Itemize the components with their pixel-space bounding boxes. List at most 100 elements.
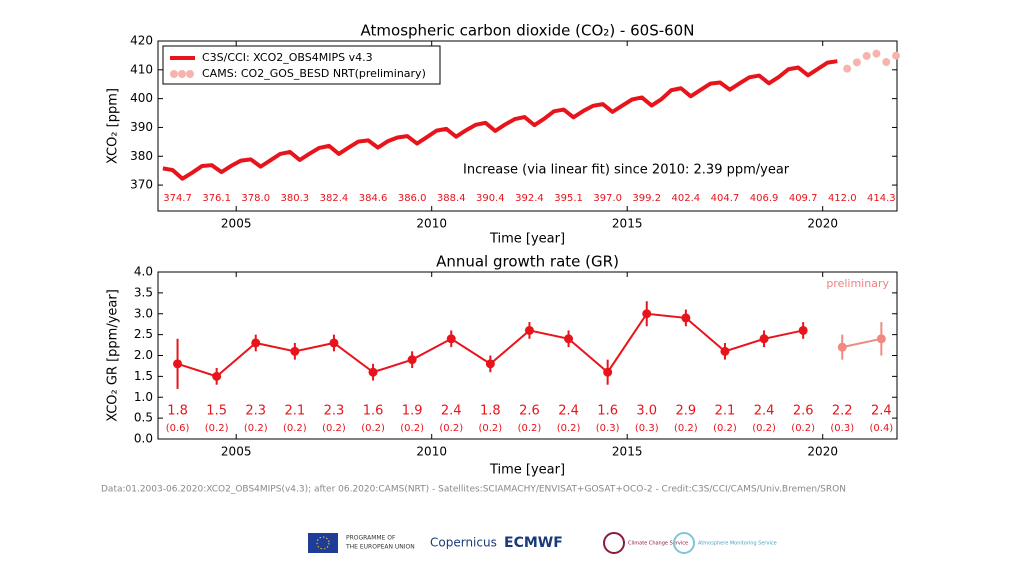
value-label: 2.1: [285, 404, 306, 419]
error-label: (0.2): [283, 423, 307, 434]
annual-mean-label: 390.4: [476, 193, 505, 204]
annual-mean-label: 382.4: [320, 193, 349, 204]
value-label: 2.4: [441, 404, 462, 419]
data-point: [290, 346, 300, 356]
data-point: [603, 367, 613, 377]
value-label: 1.8: [167, 404, 188, 419]
annual-mean-label: 380.3: [281, 193, 310, 204]
data-point: [837, 342, 847, 352]
annual-mean-label: 397.0: [593, 193, 622, 204]
value-label: 2.4: [754, 404, 775, 419]
data-point: [843, 64, 852, 73]
error-label: (0.3): [635, 423, 659, 434]
error-label: (0.2): [400, 423, 424, 434]
data-point: [446, 334, 456, 344]
data-point: [329, 338, 339, 348]
error-label: (0.6): [166, 423, 190, 434]
value-label: 2.3: [324, 404, 345, 419]
data-line: [842, 337, 882, 349]
error-label: (0.2): [791, 423, 815, 434]
value-label: 2.2: [832, 404, 853, 419]
data-point: [852, 58, 861, 67]
legend-label: CAMS: CO2_GOS_BESD NRT(preliminary): [202, 67, 426, 80]
annual-mean-label: 399.2: [632, 193, 661, 204]
annual-mean-label: 376.1: [202, 193, 231, 204]
annual-mean-label: 392.4: [515, 193, 544, 204]
logo-text: Atmosphere Monitoring Service: [698, 541, 777, 547]
y-axis-label: XCO₂ [ppm]: [106, 88, 121, 164]
error-label: (0.2): [322, 423, 346, 434]
value-label: 2.9: [676, 404, 697, 419]
annual-mean-label: 409.7: [789, 193, 818, 204]
logo-text: PROGRAMME OF: [346, 535, 396, 542]
chart-title: Atmospheric carbon dioxide (CO₂) - 60S-6…: [361, 22, 695, 40]
legend-swatch: [170, 70, 178, 78]
data-point: [251, 338, 261, 348]
value-label: 2.3: [245, 404, 266, 419]
error-label: (0.2): [205, 423, 229, 434]
y-tick-label: 420: [130, 34, 153, 48]
logo-text: THE EUROPEAN UNION: [345, 544, 415, 551]
annual-mean-label: 374.7: [163, 193, 192, 204]
y-tick-label: 1.5: [134, 369, 153, 383]
plot-frame: [157, 40, 898, 212]
annotation: preliminary: [826, 277, 889, 290]
error-label: (0.2): [713, 423, 737, 434]
logo-text: Copernicus: [430, 536, 497, 550]
y-tick-label: 1.0: [134, 390, 153, 404]
x-tick-label: 2010: [416, 445, 447, 459]
annual-mean-label: 412.0: [828, 193, 857, 204]
error-label: (0.2): [439, 423, 463, 434]
data-point: [173, 359, 183, 369]
data-point: [642, 309, 652, 319]
annual-mean-label: 378.0: [241, 193, 270, 204]
data-point: [798, 325, 808, 335]
x-axis-label: Time [year]: [489, 232, 565, 247]
value-label: 2.1: [715, 404, 736, 419]
y-tick-label: 380: [130, 149, 153, 163]
x-axis-label: Time [year]: [489, 463, 565, 478]
error-label: (0.2): [518, 423, 542, 434]
annual-mean-label: 404.7: [711, 193, 740, 204]
error-label: (0.2): [557, 423, 581, 434]
legend: C3S/CCI: XCO2_OBS4MIPS v4.3 CAMS: CO2_GOS…: [162, 45, 441, 85]
data-point: [720, 346, 730, 356]
logo-text: ECMWF: [504, 535, 563, 551]
value-label: 2.4: [871, 404, 892, 419]
x-tick-label: 2015: [612, 445, 643, 459]
data-point: [524, 325, 534, 335]
error-label: (0.2): [752, 423, 776, 434]
annual-mean-label: 384.6: [359, 193, 388, 204]
y-tick-label: 2.0: [134, 348, 153, 362]
annual-mean-label: 388.4: [437, 193, 466, 204]
error-label: (0.3): [830, 423, 854, 434]
logos: PROGRAMME OF THE EUROPEAN UNION Copernic…: [308, 532, 777, 554]
data-point: [212, 371, 222, 381]
value-label: 1.6: [597, 404, 618, 419]
x-tick-label: 2020: [807, 217, 838, 231]
annotation: Increase (via linear fit) since 2010: 2.…: [463, 163, 790, 178]
value-label: 2.6: [793, 404, 814, 419]
legend-swatch: [186, 70, 194, 78]
y-axis-label: XCO₂ GR [ppm/year]: [106, 289, 121, 422]
y-tick-label: 2.5: [134, 327, 153, 341]
value-label: 2.6: [519, 404, 540, 419]
c3s-icon: [603, 532, 625, 554]
annual-mean-label: 414.3: [867, 193, 896, 204]
annual-mean-label: 406.9: [750, 193, 779, 204]
error-label: (0.2): [478, 423, 502, 434]
y-tick-label: 0.5: [134, 411, 153, 425]
y-tick-label: 390: [130, 120, 153, 134]
data-point: [882, 58, 891, 67]
legend-swatch: [178, 70, 186, 78]
error-label: (0.2): [674, 423, 698, 434]
error-label: (0.2): [361, 423, 385, 434]
data-point: [892, 51, 901, 60]
legend-box: [162, 45, 441, 85]
annual-mean-label: 386.0: [398, 193, 427, 204]
y-tick-label: 410: [130, 62, 153, 76]
data-point: [872, 49, 881, 58]
error-label: (0.3): [596, 423, 620, 434]
